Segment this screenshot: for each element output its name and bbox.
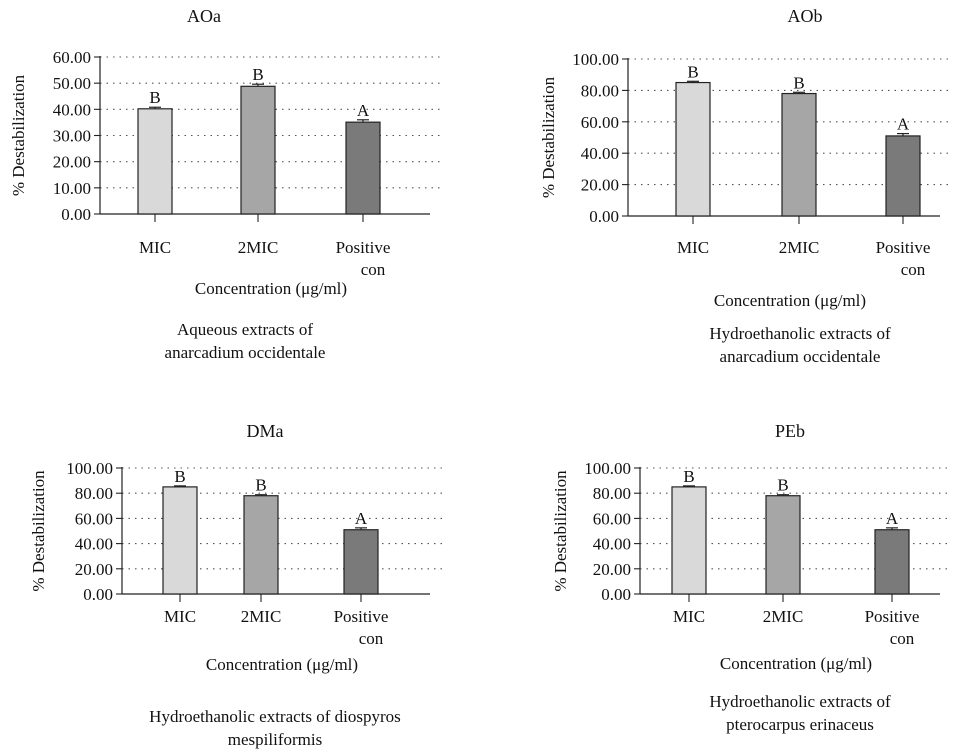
bar <box>137 108 173 215</box>
bar <box>781 92 817 217</box>
y-tick-label: 100.00 <box>584 459 631 478</box>
y-tick-label: 60.00 <box>581 113 619 132</box>
x-axis-label: Concentration (μg/ml) <box>720 654 872 673</box>
bar <box>345 121 381 215</box>
y-tick-label: 100.00 <box>66 459 113 478</box>
bar <box>343 529 379 595</box>
x-axis-label: Concentration (μg/ml) <box>206 655 358 674</box>
caption-line: anarcadium occidentale <box>719 347 881 366</box>
significance-letter: B <box>252 65 263 84</box>
caption-line: Aqueous extracts of <box>177 320 313 339</box>
y-tick-label: 60.00 <box>75 509 113 528</box>
y-axis-label: % Destabilization <box>551 470 570 592</box>
y-axis-label: % Destabilization <box>539 76 558 198</box>
x-tick-label: Positive <box>865 607 920 626</box>
y-tick-label: 20.00 <box>581 176 619 195</box>
significance-letter: B <box>687 62 698 81</box>
significance-letter: B <box>777 476 788 495</box>
x-tick-label: 2MIC <box>238 238 279 257</box>
x-tick-label: 2MIC <box>779 238 820 257</box>
y-tick-label: 0.00 <box>601 585 631 604</box>
caption-panel-3: Hydroethanolic extracts of diospyros mes… <box>65 705 485 751</box>
y-tick-label: 30.00 <box>53 127 91 146</box>
caption-line: mespiliformis <box>227 730 323 749</box>
significance-letter: B <box>174 467 185 486</box>
y-tick-label: 60.00 <box>53 48 91 67</box>
significance-letter: A <box>357 101 370 120</box>
significance-letter: A <box>355 509 368 528</box>
bar <box>874 529 910 595</box>
bar <box>240 85 276 215</box>
y-tick-label: 20.00 <box>593 560 631 579</box>
caption-line: anarcadium occidentale <box>164 343 326 362</box>
x-tick-label: MIC <box>164 607 196 626</box>
y-tick-label: 80.00 <box>581 81 619 100</box>
y-tick-label: 20.00 <box>53 153 91 172</box>
chart-title: PEb <box>775 421 805 441</box>
x-axis-label: Concentration (μg/ml) <box>195 279 347 298</box>
caption-panel-4: Hydroethanolic extracts of pterocarpus e… <box>590 690 962 736</box>
y-tick-label: 60.00 <box>593 509 631 528</box>
x-tick-label: Positive <box>876 238 931 257</box>
x-tick-label: con <box>361 260 386 279</box>
caption-line: Hydroethanolic extracts of <box>709 324 891 343</box>
bar <box>765 495 801 595</box>
bar <box>671 486 707 595</box>
y-tick-label: 10.00 <box>53 179 91 198</box>
caption-line: pterocarpus erinaceus <box>726 715 874 734</box>
x-tick-label: con <box>359 629 384 648</box>
bar <box>243 495 279 595</box>
significance-letter: A <box>897 115 910 134</box>
y-axis-label: % Destabilization <box>9 74 28 196</box>
chart-title: DMa <box>247 421 284 441</box>
chart-title: AOa <box>187 6 221 26</box>
y-tick-label: 80.00 <box>593 484 631 503</box>
significance-letter: B <box>683 467 694 486</box>
caption-panel-1: Aqueous extracts of anarcadium occidenta… <box>35 318 455 364</box>
bar <box>675 81 711 217</box>
y-tick-label: 40.00 <box>53 100 91 119</box>
y-tick-label: 40.00 <box>593 535 631 554</box>
caption-line: Hydroethanolic extracts of <box>709 692 891 711</box>
bar <box>162 486 198 595</box>
x-tick-label: con <box>890 629 915 648</box>
significance-letter: B <box>149 88 160 107</box>
x-tick-label: 2MIC <box>763 607 804 626</box>
caption-panel-2: Hydroethanolic extracts of anarcadium oc… <box>590 322 962 368</box>
x-tick-label: MIC <box>673 607 705 626</box>
significance-letter: A <box>886 509 899 528</box>
x-tick-label: MIC <box>677 238 709 257</box>
y-tick-label: 40.00 <box>75 535 113 554</box>
y-tick-label: 0.00 <box>61 205 91 224</box>
caption-line: Hydroethanolic extracts of diospyros <box>149 707 401 726</box>
x-axis-label: Concentration (μg/ml) <box>714 291 866 310</box>
x-tick-label: 2MIC <box>241 607 282 626</box>
y-tick-label: 0.00 <box>83 585 113 604</box>
y-tick-label: 20.00 <box>75 560 113 579</box>
y-tick-label: 0.00 <box>589 207 619 226</box>
y-tick-label: 40.00 <box>581 144 619 163</box>
y-tick-label: 80.00 <box>75 484 113 503</box>
bar <box>885 135 921 217</box>
y-tick-label: 50.00 <box>53 74 91 93</box>
y-axis-label: % Destabilization <box>29 470 48 592</box>
x-tick-label: con <box>901 260 926 279</box>
significance-letter: B <box>255 476 266 495</box>
x-tick-label: Positive <box>336 238 391 257</box>
y-tick-label: 100.00 <box>572 50 619 69</box>
x-tick-label: MIC <box>139 238 171 257</box>
chart-title: AOb <box>788 6 823 26</box>
significance-letter: B <box>793 73 804 92</box>
x-tick-label: Positive <box>334 607 389 626</box>
